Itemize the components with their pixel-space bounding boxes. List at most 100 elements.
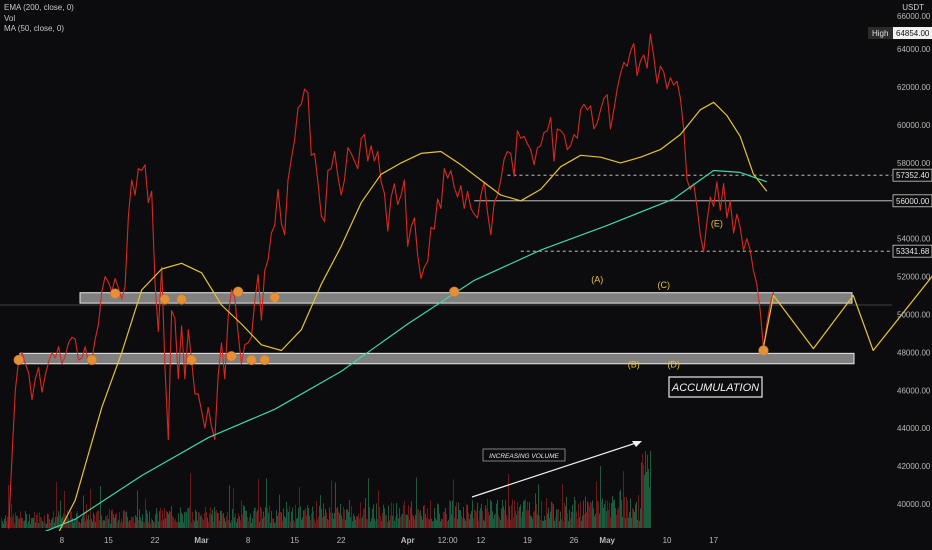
volume-bars (1, 450, 651, 528)
volume-bar (567, 513, 568, 528)
volume-bar (337, 507, 338, 528)
volume-bar (488, 511, 489, 528)
volume-bar (604, 503, 605, 528)
volume-bar (37, 512, 38, 528)
volume-bar (159, 511, 160, 528)
volume-bar (600, 466, 601, 528)
volume-bar (564, 502, 565, 528)
volume-bar (618, 507, 619, 528)
volume-bar (281, 512, 282, 528)
volume-bar (348, 511, 349, 528)
volume-bar (516, 514, 517, 528)
volume-bar (199, 512, 200, 528)
volume-bar (234, 517, 235, 528)
volume-bar (190, 473, 191, 528)
volume-bar (228, 520, 229, 528)
volume-bar (471, 510, 472, 528)
projection-path (762, 275, 932, 352)
volume-bar (333, 518, 334, 528)
volume-bar (138, 519, 139, 528)
volume-bar (319, 505, 320, 528)
volume-bar (580, 501, 581, 528)
volume-bar (83, 495, 84, 528)
volume-bar (557, 509, 558, 528)
volume-bar (25, 510, 26, 528)
volume-bar (119, 511, 120, 528)
volume-bar (99, 520, 100, 528)
volume-bar (222, 514, 223, 528)
volume-bar (227, 512, 228, 528)
volume-bar (411, 501, 412, 528)
volume-bar (397, 513, 398, 528)
volume-bar (381, 520, 382, 528)
y-tick-label: 50000.00 (897, 311, 931, 320)
volume-bar (343, 506, 344, 528)
volume-bar (531, 516, 532, 528)
y-tick-label: 58000.00 (897, 159, 931, 168)
volume-bar (407, 514, 408, 528)
volume-bar (359, 518, 360, 528)
volume-bar (623, 471, 624, 528)
accumulation-box (668, 376, 763, 398)
indicator-legend[interactable]: EMA (200, close, 0) Vol MA (50, close, 0… (4, 3, 74, 35)
volume-bar (629, 511, 630, 528)
volume-bar (264, 516, 265, 528)
volume-bar (420, 510, 421, 528)
volume-bar (438, 504, 439, 528)
volume-bar (619, 491, 620, 528)
volume-bar (462, 517, 463, 528)
volume-bar (435, 518, 436, 528)
volume-bar (472, 500, 473, 528)
volume-bar (326, 512, 327, 528)
volume-bar (79, 522, 80, 528)
legend-ma[interactable]: MA (50, close, 0) (4, 24, 65, 33)
price-tag-value: 57352.40 (896, 171, 930, 180)
price-zones (19, 292, 855, 365)
volume-bar (644, 474, 645, 528)
volume-bar (579, 517, 580, 528)
volume-bar (240, 520, 241, 528)
volume-bar (464, 518, 465, 528)
volume-bar (569, 509, 570, 528)
volume-bar (318, 516, 319, 528)
volume-bar (177, 522, 178, 528)
volume-bar (303, 510, 304, 528)
volume-bar (147, 513, 148, 528)
volume-bar (3, 523, 4, 528)
time-axis[interactable]: 8 15 22 Mar 8 15 22 Apr 12:00 12 19 26 May 10 17 (0, 531, 932, 550)
volume-bar (529, 502, 530, 528)
volume-bar (308, 507, 309, 528)
volume-bar (50, 522, 51, 528)
price-axis[interactable]: 40000.00 42000.00 44000.00 46000.00 48000.00… (868, 12, 932, 509)
volume-bar (547, 513, 548, 528)
volume-bar (559, 521, 560, 528)
volume-bar (260, 506, 261, 528)
volume-bar (520, 504, 521, 528)
volume-bar (69, 520, 70, 528)
volume-bar (388, 505, 389, 528)
volume-bar (249, 516, 250, 528)
volume-bar (148, 522, 149, 528)
volume-bar (91, 518, 92, 528)
volume-bar (553, 504, 554, 528)
x-tick-label: 12 (476, 536, 485, 545)
volume-bar (621, 500, 622, 528)
volume-bar (401, 514, 402, 528)
wave-label: (D) (667, 360, 680, 370)
volume-bar (205, 506, 206, 528)
volume-bar (399, 508, 400, 528)
y-tick-label: 42000.00 (897, 462, 931, 471)
x-tick-label: 12:00 (438, 536, 459, 545)
volume-arrow-head (632, 441, 642, 447)
volume-bar (494, 514, 495, 528)
volume-bar (441, 518, 442, 528)
legend-ema[interactable]: EMA (200, close, 0) (4, 3, 74, 12)
volume-bar (253, 511, 254, 528)
volume-bar (454, 517, 455, 528)
price-tag-high-label: High (872, 29, 888, 38)
volume-bar (272, 518, 273, 528)
legend-vol[interactable]: Vol (4, 13, 16, 23)
volume-bar (4, 518, 5, 528)
volume-bar (64, 490, 65, 528)
